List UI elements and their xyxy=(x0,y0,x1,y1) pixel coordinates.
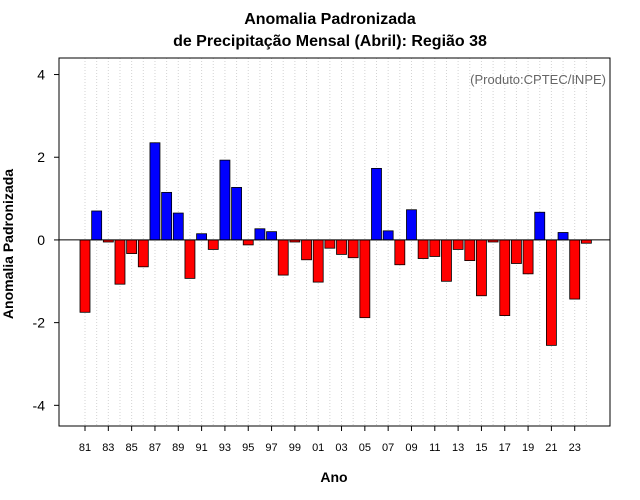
bar-94 xyxy=(231,187,242,241)
x-tick-label: 17 xyxy=(499,442,511,454)
bar-02 xyxy=(324,239,336,249)
x-tick-label: 85 xyxy=(126,442,138,454)
bar-07 xyxy=(382,230,394,241)
bar-86 xyxy=(137,239,149,268)
bar-05 xyxy=(359,239,371,319)
y-axis: -4 -2 0 2 4 xyxy=(33,67,59,413)
bar-98 xyxy=(277,239,289,276)
bar-00 xyxy=(301,239,312,261)
bar-19 xyxy=(522,239,534,275)
x-tick-label: 01 xyxy=(312,442,324,454)
x-tick-label: 87 xyxy=(149,442,161,454)
bar-81 xyxy=(79,239,91,313)
bar-13 xyxy=(452,239,464,250)
bar-10 xyxy=(417,239,429,259)
bar-04 xyxy=(347,239,359,259)
bar-15 xyxy=(476,239,487,297)
y-tick-label: 0 xyxy=(37,232,45,248)
bar-18 xyxy=(511,239,522,264)
x-tick-label: 95 xyxy=(242,442,254,454)
x-tick-label: 03 xyxy=(335,442,347,454)
x-tick-label: 81 xyxy=(79,442,91,454)
bar-89 xyxy=(172,212,184,241)
bar-92 xyxy=(207,239,219,250)
x-tick-label: 13 xyxy=(452,442,464,454)
x-tick-label: 83 xyxy=(102,442,114,454)
bar-01 xyxy=(312,239,324,283)
x-tick-label: 93 xyxy=(219,442,231,454)
chart-subtitle: de Precipitação Mensal (Abril): Região 3… xyxy=(173,33,487,50)
bar-09 xyxy=(406,209,417,241)
bar-93 xyxy=(219,159,231,241)
bar-82 xyxy=(91,210,103,241)
bar-96 xyxy=(254,228,266,241)
bar-21 xyxy=(546,239,557,346)
bar-87 xyxy=(149,142,161,241)
bar-84 xyxy=(114,239,126,285)
bar-14 xyxy=(464,239,476,262)
x-tick-label: 15 xyxy=(475,442,487,454)
x-axis: 81 83 85 87 89 91 93 95 97 99 01 03 05 07 09 11 13 15 17 19… xyxy=(79,426,581,454)
credit-label: (Produto:CPTEC/INPE) xyxy=(470,72,606,87)
bar-series xyxy=(79,142,592,346)
bar-23 xyxy=(569,239,581,300)
x-tick-label: 89 xyxy=(172,442,184,454)
bar-06 xyxy=(371,167,382,241)
bar-90 xyxy=(184,239,196,279)
bar-20 xyxy=(534,211,546,241)
x-axis-label: Ano xyxy=(320,469,347,485)
y-tick-label: 4 xyxy=(37,67,45,83)
bar-88 xyxy=(161,191,173,241)
x-tick-label: 19 xyxy=(522,442,534,454)
x-tick-label: 11 xyxy=(429,442,440,454)
y-axis-label: Anomalia Padronizada xyxy=(0,169,16,319)
bar-11 xyxy=(429,239,441,257)
bar-91 xyxy=(196,233,208,241)
x-tick-label: 21 xyxy=(545,442,557,454)
x-tick-label: 07 xyxy=(382,442,394,454)
bar-17 xyxy=(499,239,511,317)
x-tick-label: 23 xyxy=(569,442,581,454)
bar-85 xyxy=(126,239,138,254)
plot-frame xyxy=(58,57,611,427)
bar-08 xyxy=(394,239,406,266)
bar-97 xyxy=(266,231,277,241)
x-tick-label: 99 xyxy=(289,442,301,454)
bar-03 xyxy=(336,239,347,255)
y-tick-label: -4 xyxy=(33,397,46,413)
chart-title: Anomalia Padronizada xyxy=(244,11,416,28)
bar-12 xyxy=(441,239,452,282)
x-tick-label: 91 xyxy=(195,442,207,454)
x-tick-label: 05 xyxy=(359,442,371,454)
x-tick-label: 09 xyxy=(405,442,417,454)
y-tick-label: -2 xyxy=(33,315,46,331)
y-tick-label: 2 xyxy=(37,149,45,165)
bar-95 xyxy=(242,239,254,246)
bar-22 xyxy=(557,232,569,241)
x-tick-label: 97 xyxy=(265,442,277,454)
